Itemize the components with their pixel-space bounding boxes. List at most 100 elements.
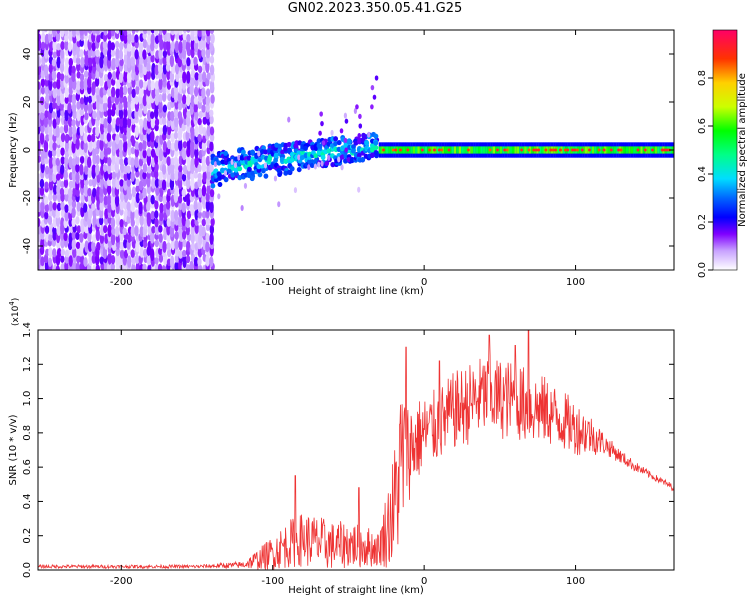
spectrogram-cell [193, 103, 198, 113]
spectrogram-cell [122, 85, 128, 96]
spectrogram-cell [56, 71, 62, 81]
spectrogram-cell [640, 146, 643, 154]
spectrogram-cell [246, 155, 252, 161]
spectrogram-cell [64, 192, 69, 202]
spectrogram-cell [127, 233, 132, 244]
spectrogram-cell [150, 33, 155, 47]
spectrogram-cell [190, 38, 195, 50]
spectrogram-cell [138, 157, 144, 167]
spectrogram-cell [206, 184, 211, 195]
spectrogram-cell [417, 146, 421, 154]
spectrogram-cell [71, 125, 77, 135]
spectrogram-cell [313, 153, 319, 159]
spectrogram-cell [139, 225, 144, 238]
spectrogram-xtick-label: -200 [110, 277, 133, 288]
spectrogram-cell [154, 95, 160, 106]
spectrogram-cell [83, 184, 89, 197]
spectrogram-cell [358, 113, 362, 119]
snr-ytick-label: 0.6 [22, 459, 33, 475]
spectrogram-cell [75, 216, 80, 225]
spectrogram-cell [76, 100, 81, 110]
spectrogram-cell [406, 148, 410, 152]
spectrogram-cell [378, 146, 382, 154]
spectrogram-cell [47, 215, 53, 226]
spectrogram-cell [391, 148, 395, 152]
spectrogram-cell [177, 101, 183, 111]
spectrogram-cell [135, 30, 140, 33]
spectrogram-cell [181, 249, 187, 258]
spectrogram-cell [320, 154, 326, 160]
spectrogram-cell [537, 148, 541, 152]
spectrogram-cell [142, 171, 147, 180]
spectrogram-ytick-label: 20 [22, 96, 33, 109]
spectrogram-cell [38, 81, 41, 91]
spectrogram-cell [563, 148, 567, 152]
spectrogram-cell [178, 164, 183, 173]
spectrogram-cell [654, 146, 658, 154]
spectrogram-cell [373, 145, 379, 151]
spectrogram-cell [205, 216, 211, 226]
spectrogram-cell [55, 31, 61, 42]
spectrogram-cell [159, 210, 164, 222]
snr-ytick-label: 1.4 [22, 322, 33, 338]
spectrogram-cell [114, 95, 120, 105]
spectrogram-cell [126, 201, 131, 212]
spectrogram-cell [155, 193, 160, 202]
spectrogram-cell [56, 202, 62, 212]
spectrogram-cell [95, 264, 101, 270]
spectrogram-cell [316, 150, 322, 156]
spectrogram-cell [480, 146, 484, 154]
spectrogram-cell [114, 194, 120, 207]
spectrogram-cell [39, 111, 45, 121]
spectrogram-cell [186, 70, 191, 84]
spectrogram-cell [205, 241, 210, 253]
spectrogram-cell [350, 148, 356, 154]
spectrogram-cell [609, 148, 613, 152]
spectrogram-cell [169, 255, 175, 269]
spectrogram-cell [399, 148, 403, 152]
spectrogram-cell [447, 148, 451, 152]
spectrogram-cell [174, 231, 179, 241]
spectrogram-cell [534, 148, 538, 152]
spectrogram-ytick-label: -20 [22, 190, 33, 206]
spectrogram-cell [40, 96, 45, 106]
spectrogram-cell [174, 40, 180, 54]
spectrogram-cell [99, 121, 105, 135]
spectrogram-cell [63, 169, 68, 181]
spectrogram-cell [197, 30, 202, 38]
spectrogram-cell [602, 148, 606, 152]
spectrogram-cell [103, 56, 108, 67]
spectrogram-cell [161, 179, 167, 191]
spectrogram-cell [181, 230, 187, 240]
spectrogram-cell [92, 110, 97, 120]
spectrogram-cell [139, 30, 144, 34]
spectrogram-cell [185, 40, 191, 54]
spectrogram-cell [60, 255, 65, 263]
spectrogram-cell [103, 225, 108, 234]
spectrogram-cell [52, 101, 57, 110]
spectrogram-cell [60, 30, 65, 38]
spectrogram-cell [253, 158, 259, 164]
spectrogram-cell [166, 32, 171, 42]
spectrogram-cell [209, 256, 214, 267]
spectrogram-cell [83, 140, 88, 153]
spectrogram-cell [170, 161, 175, 175]
spectrogram-cell [86, 156, 92, 168]
spectrogram-cell [115, 254, 120, 266]
spectrogram-cell [96, 241, 101, 252]
spectrogram-cell [150, 230, 155, 244]
spectrogram-cell [197, 65, 203, 74]
spectrogram-cell [114, 225, 120, 237]
spectrogram-cell [127, 94, 132, 103]
spectrogram-cell [369, 147, 375, 153]
spectrogram-cell [174, 139, 179, 152]
spectrogram-cell [142, 139, 147, 151]
spectrogram-cell [209, 188, 215, 198]
spectrogram-cell [154, 162, 159, 173]
spectrogram-cell [475, 146, 479, 154]
spectrogram-cell [146, 30, 152, 36]
spectrogram-cell [313, 163, 318, 170]
spectrogram-cell [122, 116, 128, 129]
spectrogram-cell [134, 147, 139, 158]
spectrogram-cell [432, 148, 436, 152]
